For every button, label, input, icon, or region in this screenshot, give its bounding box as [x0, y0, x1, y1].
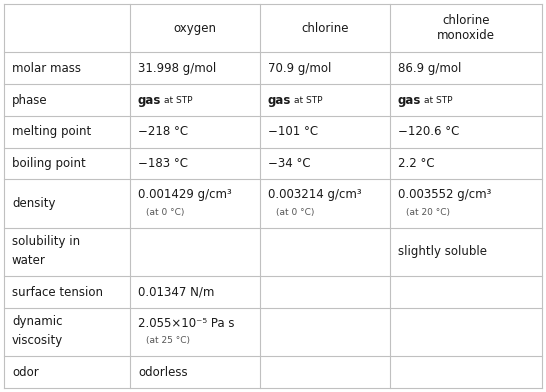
- Text: −34 °C: −34 °C: [268, 157, 311, 170]
- Text: melting point: melting point: [12, 125, 91, 138]
- Text: gas: gas: [398, 94, 422, 107]
- Text: 86.9 g/mol: 86.9 g/mol: [398, 62, 461, 75]
- Text: at STP: at STP: [164, 96, 193, 105]
- Text: slightly soluble: slightly soluble: [398, 245, 487, 258]
- Text: (at 0 °C): (at 0 °C): [276, 208, 314, 217]
- Text: (at 20 °C): (at 20 °C): [406, 208, 450, 217]
- Text: viscosity: viscosity: [12, 334, 63, 347]
- Text: boiling point: boiling point: [12, 157, 86, 170]
- Text: (at 25 °C): (at 25 °C): [146, 336, 190, 345]
- Text: gas: gas: [138, 94, 162, 107]
- Text: odor: odor: [12, 366, 39, 379]
- Text: 70.9 g/mol: 70.9 g/mol: [268, 62, 331, 75]
- Text: dynamic: dynamic: [12, 315, 62, 328]
- Text: oxygen: oxygen: [174, 22, 217, 35]
- Text: odorless: odorless: [138, 366, 188, 379]
- Text: −183 °C: −183 °C: [138, 157, 188, 170]
- Text: 0.003214 g/cm³: 0.003214 g/cm³: [268, 188, 361, 201]
- Text: 31.998 g/mol: 31.998 g/mol: [138, 62, 216, 75]
- Text: surface tension: surface tension: [12, 285, 103, 298]
- Text: −218 °C: −218 °C: [138, 125, 188, 138]
- Text: 2.055×10⁻⁵ Pa s: 2.055×10⁻⁵ Pa s: [138, 317, 234, 330]
- Text: gas: gas: [268, 94, 292, 107]
- Text: at STP: at STP: [424, 96, 453, 105]
- Text: density: density: [12, 197, 56, 210]
- Text: 2.2 °C: 2.2 °C: [398, 157, 435, 170]
- Text: at STP: at STP: [294, 96, 323, 105]
- Text: phase: phase: [12, 94, 48, 107]
- Text: (at 0 °C): (at 0 °C): [146, 208, 185, 217]
- Text: solubility in: solubility in: [12, 235, 80, 248]
- Text: molar mass: molar mass: [12, 62, 81, 75]
- Text: 0.003552 g/cm³: 0.003552 g/cm³: [398, 188, 491, 201]
- Text: 0.01347 N/m: 0.01347 N/m: [138, 285, 215, 298]
- Text: 0.001429 g/cm³: 0.001429 g/cm³: [138, 188, 232, 201]
- Text: chlorine
monoxide: chlorine monoxide: [437, 14, 495, 42]
- Text: water: water: [12, 254, 46, 267]
- Text: chlorine: chlorine: [301, 22, 349, 35]
- Text: −101 °C: −101 °C: [268, 125, 318, 138]
- Text: −120.6 °C: −120.6 °C: [398, 125, 459, 138]
